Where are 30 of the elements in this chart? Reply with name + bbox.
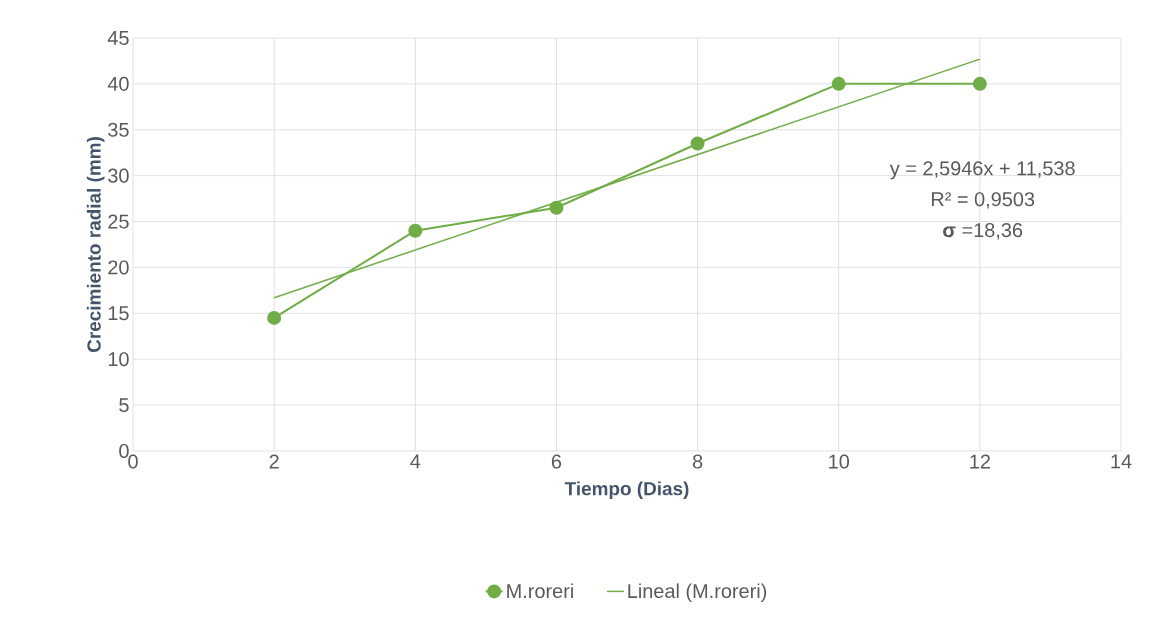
annotation: R² = 0,9503 bbox=[931, 192, 1035, 209]
y-tick-label: 20 bbox=[108, 260, 129, 275]
y-axis-title: Crecimiento radial (mm) bbox=[86, 137, 105, 353]
y-tick-label: 0 bbox=[119, 443, 129, 459]
y-tick-label: 5 bbox=[119, 398, 129, 413]
point bbox=[690, 136, 705, 151]
legend-label: M.roreri bbox=[507, 583, 573, 599]
y-tick-label: 15 bbox=[108, 306, 129, 321]
y-tick-label: 35 bbox=[108, 122, 129, 137]
x-tick-label: 12 bbox=[970, 454, 990, 469]
annotation: σ =18,36 bbox=[943, 223, 1023, 240]
point bbox=[549, 200, 564, 215]
x-tick-label: 4 bbox=[410, 454, 421, 469]
point bbox=[831, 76, 846, 91]
y-tick-label: 25 bbox=[108, 214, 129, 229]
y-tick-label: 30 bbox=[108, 168, 129, 183]
legend-label: Lineal (M.roreri) bbox=[628, 583, 767, 602]
y-tick-label: 40 bbox=[107, 76, 129, 91]
x-tick-label: 6 bbox=[551, 454, 562, 469]
y-tick-label: 45 bbox=[107, 31, 129, 45]
annotation: y = 2,5946x + 11,538 bbox=[889, 161, 1075, 180]
y-tick-label: 10 bbox=[108, 352, 129, 367]
x-tick-label: 10 bbox=[829, 454, 850, 469]
x-tick-label: 14 bbox=[1111, 454, 1132, 469]
point bbox=[972, 76, 987, 91]
x-axis-title: Tiempo (Dias) bbox=[564, 481, 689, 500]
point bbox=[408, 223, 423, 238]
x-tick-label: 8 bbox=[692, 454, 703, 469]
point bbox=[267, 310, 282, 325]
x-tick-label: 2 bbox=[269, 454, 279, 469]
